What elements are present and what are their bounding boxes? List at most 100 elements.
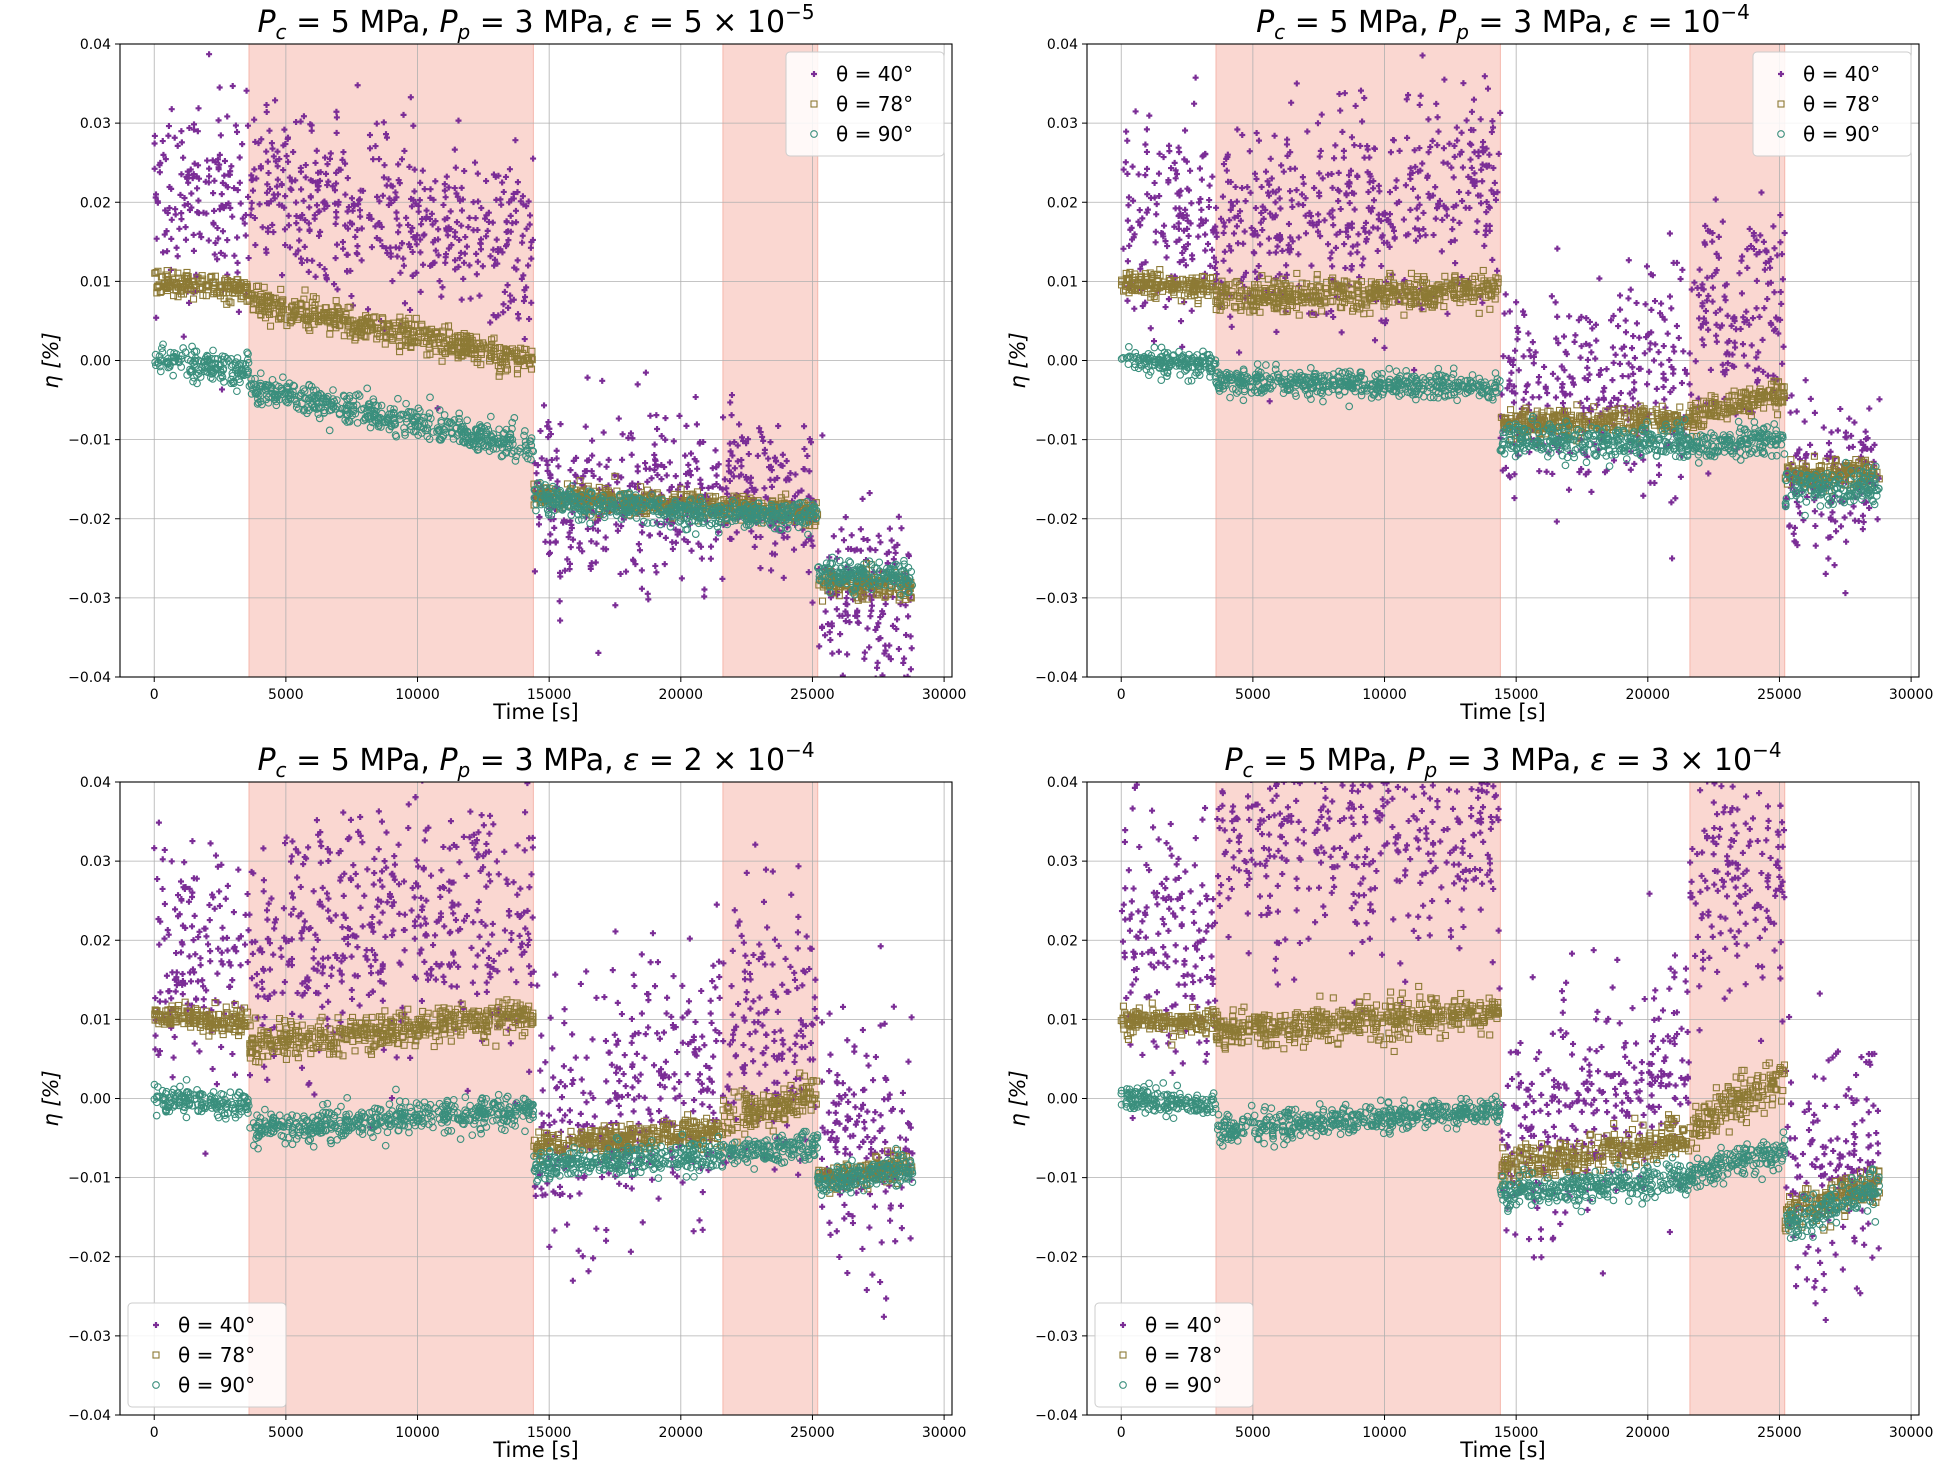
point-theta-90 — [156, 356, 165, 365]
point-theta-78 — [266, 322, 275, 330]
chart-panel-2: 0 5000 10000 15000 20000 25000 30000−0.04−0.03… — [1006, 0, 1933, 724]
point-theta-40 — [1658, 361, 1665, 368]
point-theta-40 — [396, 180, 403, 187]
point-theta-90 — [369, 395, 378, 404]
point-theta-90 — [208, 367, 217, 375]
point-theta-40 — [256, 201, 263, 208]
point-theta-40 — [1668, 305, 1675, 312]
point-theta-40 — [1130, 197, 1137, 204]
point-theta-40 — [476, 292, 483, 299]
point-theta-78 — [432, 347, 440, 355]
point-theta-78 — [352, 334, 360, 342]
point-theta-40 — [1152, 239, 1159, 246]
point-theta-40 — [281, 126, 288, 133]
point-theta-40 — [283, 153, 290, 160]
point-theta-78 — [445, 329, 454, 337]
point-theta-40 — [507, 292, 514, 299]
point-theta-40 — [1514, 324, 1521, 331]
point-theta-40 — [1123, 128, 1130, 135]
point-theta-40 — [302, 217, 309, 224]
point-theta-40 — [521, 336, 528, 343]
point-theta-40 — [596, 461, 603, 468]
point-theta-40 — [321, 266, 328, 273]
point-theta-40 — [745, 451, 752, 458]
point-theta-40 — [211, 177, 218, 184]
point-theta-40 — [306, 204, 313, 211]
point-theta-40 — [1648, 306, 1655, 313]
point-theta-40 — [285, 158, 292, 165]
point-theta-78 — [454, 350, 462, 358]
point-theta-40 — [397, 269, 404, 276]
point-theta-40 — [229, 82, 236, 89]
point-theta-78 — [310, 320, 318, 328]
point-theta-78 — [462, 337, 471, 345]
point-theta-40 — [801, 445, 808, 452]
point-theta-40 — [513, 219, 520, 226]
point-theta-40 — [1660, 383, 1667, 390]
point-theta-40 — [324, 161, 331, 168]
point-theta-78 — [152, 269, 160, 277]
point-theta-40 — [458, 207, 465, 214]
point-theta-40 — [436, 278, 443, 285]
point-theta-40 — [235, 308, 242, 315]
point-theta-40 — [395, 229, 402, 236]
point-theta-40 — [584, 374, 591, 381]
point-theta-40 — [877, 635, 884, 642]
point-theta-40 — [342, 222, 349, 229]
point-theta-40 — [264, 228, 271, 235]
point-theta-40 — [300, 197, 307, 204]
point-theta-40 — [1124, 297, 1131, 304]
point-theta-40 — [354, 227, 361, 234]
point-theta-40 — [895, 646, 902, 653]
point-theta-78 — [576, 477, 584, 485]
point-theta-40 — [389, 183, 396, 190]
point-theta-90 — [440, 411, 449, 419]
point-theta-90 — [845, 557, 853, 565]
point-theta-40 — [227, 204, 234, 211]
point-theta-40 — [791, 493, 798, 500]
point-theta-40 — [354, 82, 361, 89]
point-theta-78 — [220, 289, 228, 297]
point-theta-40 — [738, 456, 745, 463]
point-theta-40 — [833, 606, 840, 613]
point-theta-40 — [581, 468, 588, 475]
point-theta-40 — [507, 212, 514, 219]
point-theta-78 — [817, 577, 825, 585]
point-theta-40 — [500, 301, 507, 308]
point-theta-90 — [159, 340, 167, 349]
point-theta-40 — [443, 173, 450, 180]
point-theta-40 — [151, 140, 158, 147]
point-theta-40 — [257, 163, 264, 170]
point-theta-40 — [743, 474, 750, 481]
point-theta-40 — [857, 526, 864, 533]
point-theta-78 — [513, 365, 522, 373]
point-theta-40 — [407, 244, 414, 251]
point-theta-40 — [669, 539, 676, 546]
x-tick-label: 25000 — [790, 687, 835, 703]
point-theta-40 — [413, 269, 420, 276]
point-theta-78 — [460, 329, 468, 338]
point-theta-90 — [335, 409, 344, 418]
point-theta-40 — [198, 234, 205, 241]
point-theta-40 — [454, 193, 461, 200]
point-theta-78 — [520, 345, 529, 353]
point-theta-40 — [174, 253, 181, 260]
y-tick-label: 0.01 — [80, 274, 111, 290]
point-theta-40 — [358, 257, 365, 264]
point-theta-40 — [420, 261, 427, 268]
point-theta-40 — [495, 172, 502, 179]
point-theta-78 — [392, 322, 400, 330]
point-theta-40 — [500, 188, 507, 195]
point-theta-40 — [600, 429, 607, 436]
point-theta-40 — [510, 296, 517, 303]
point-theta-40 — [1609, 377, 1616, 384]
point-theta-40 — [333, 214, 340, 221]
point-theta-40 — [1619, 373, 1626, 380]
point-theta-40 — [727, 448, 734, 455]
point-theta-40 — [1132, 108, 1139, 115]
point-theta-40 — [877, 539, 884, 546]
point-theta-90 — [151, 350, 160, 359]
point-theta-40 — [497, 196, 504, 203]
point-theta-40 — [1175, 220, 1182, 227]
point-theta-90 — [169, 371, 178, 380]
